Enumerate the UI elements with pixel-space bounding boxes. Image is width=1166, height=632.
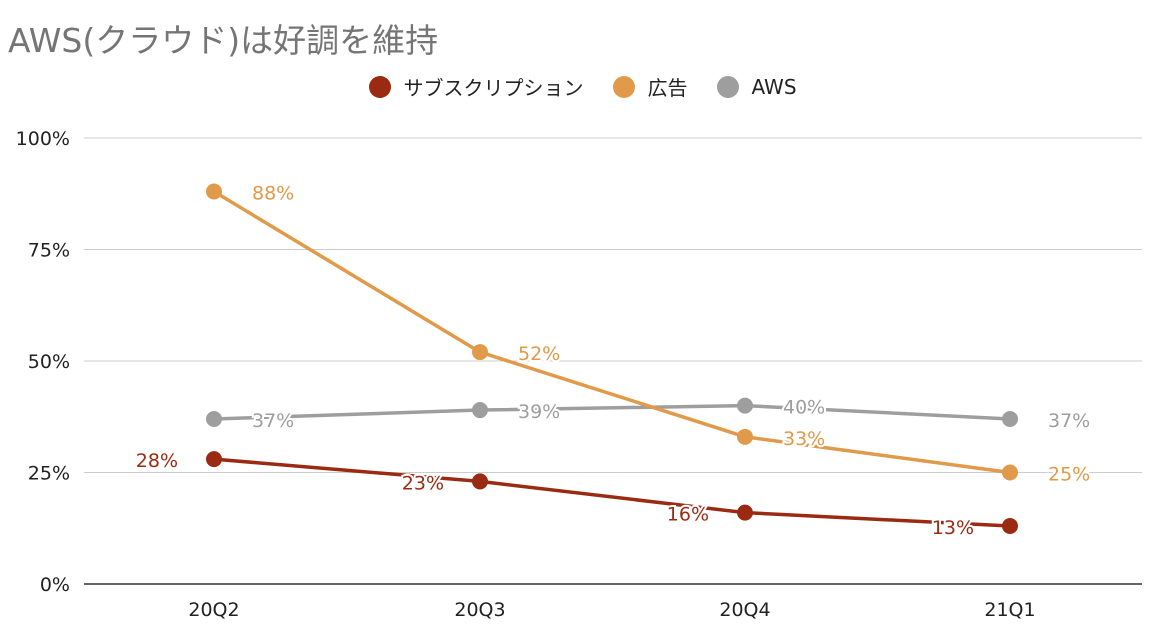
x-tick-label: 21Q1 [984, 599, 1035, 621]
data-point-aws [737, 397, 753, 414]
data-point-subscription [206, 451, 222, 468]
legend-item-ads: 広告 [613, 72, 687, 101]
x-tick-label: 20Q3 [454, 599, 505, 621]
data-label-subscription: 23% [402, 472, 444, 494]
data-point-ads [1002, 464, 1018, 481]
data-label-subscription: 16% [667, 504, 709, 526]
data-point-ads [472, 344, 488, 361]
data-label-aws: 37% [252, 410, 294, 432]
data-label-subscription: 13% [932, 517, 974, 539]
y-tick-label: 50% [28, 351, 70, 373]
data-label-ads: 33% [783, 428, 825, 450]
legend-marker-aws [717, 75, 740, 98]
x-tick-label: 20Q4 [719, 599, 770, 621]
chart-title: AWS(クラウド)は好調を維持 [8, 21, 439, 60]
data-point-ads [206, 183, 222, 200]
series-line-aws [213, 403, 1011, 421]
data-point-subscription [1002, 518, 1018, 535]
legend-marker-ads [613, 75, 636, 98]
data-point-aws [472, 402, 488, 419]
x-tick-label: 20Q2 [188, 599, 239, 621]
series-line-ads [213, 190, 1011, 475]
data-label-aws: 40% [783, 397, 825, 419]
legend: サブスクリプション 広告 AWS [0, 72, 1166, 101]
data-label-subscription: 28% [136, 450, 178, 472]
legend-label-aws: AWS [751, 74, 797, 99]
data-label-ads: 88% [252, 183, 294, 205]
data-point-subscription [472, 473, 488, 490]
data-label-aws: 39% [518, 401, 560, 423]
legend-item-aws: AWS [717, 72, 797, 101]
data-label-ads: 25% [1048, 464, 1090, 486]
data-point-aws [206, 410, 222, 427]
y-tick-label: 0% [40, 574, 70, 596]
legend-item-subscription: サブスクリプション [369, 72, 583, 101]
data-point-aws [1002, 410, 1018, 427]
legend-label-subscription: サブスクリプション [403, 76, 584, 100]
y-tick-label: 75% [28, 240, 70, 262]
data-point-subscription [737, 504, 753, 521]
y-tick-label: 25% [28, 463, 70, 485]
series-line-subscription [213, 457, 1011, 528]
legend-label-ads: 広告 [647, 76, 688, 100]
legend-marker-subscription [369, 75, 392, 98]
y-tick-label: 100% [16, 128, 70, 150]
data-point-ads [737, 428, 753, 445]
data-label-ads: 52% [518, 343, 560, 365]
data-label-aws: 37% [1048, 410, 1090, 432]
